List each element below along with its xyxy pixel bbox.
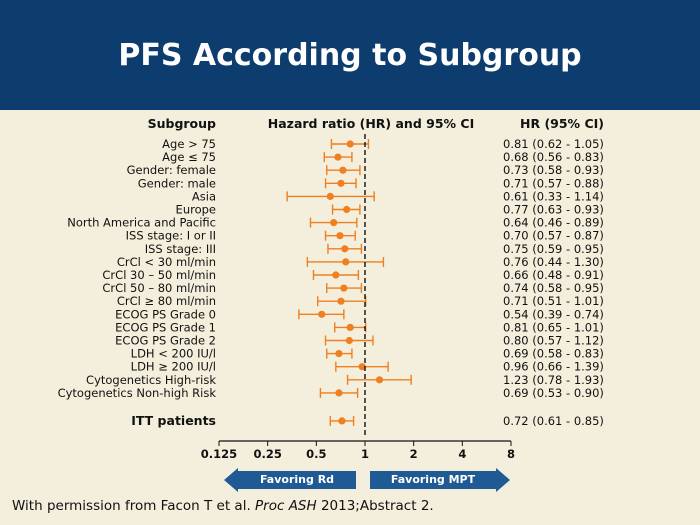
hr-point (343, 205, 351, 214)
footnote-journal: Proc ASH (255, 498, 317, 514)
hr-point (336, 232, 344, 240)
subgroup-label: ECOG PS Grade 1 (115, 320, 216, 334)
hr-ci-text: 0.80 (0.57 - 1.12) (503, 334, 604, 348)
hr-point (338, 417, 346, 425)
subgroup-label: ISS stage: III (145, 242, 216, 256)
hr-ci-text: 0.81 (0.62 - 1.05) (503, 137, 604, 151)
subgroup-label: Cytogenetics High-risk (86, 373, 216, 387)
x-tick-label: 8 (507, 447, 515, 461)
hr-point (335, 350, 343, 358)
subgroup-label: CrCl ≥ 80 ml/min (117, 294, 216, 308)
hr-ci-text: 0.66 (0.48 - 0.91) (503, 268, 604, 282)
favoring-mpt-arrow: Favoring MPT (370, 468, 510, 492)
plot-header: Hazard ratio (HR) and 95% CI (268, 116, 474, 131)
hr-point (346, 323, 354, 331)
hr-point (337, 179, 345, 187)
hr-ci-text: 0.75 (0.59 - 0.95) (503, 242, 604, 256)
hr-ci-text: 0.74 (0.58 - 0.95) (503, 281, 604, 295)
footnote-citation: 2013;Abstract 2. (316, 498, 434, 514)
hr-point (337, 297, 345, 305)
hr-ci-text: 0.76 (0.44 - 1.30) (503, 255, 604, 269)
hr-ci-text: 0.54 (0.39 - 0.74) (503, 307, 604, 321)
hr-ci-text: 0.77 (0.63 - 0.93) (503, 203, 604, 217)
subgroup-label: Europe (176, 203, 216, 217)
left-arrow-icon (224, 468, 356, 492)
subgroup-label: ISS stage: I or II (126, 229, 216, 243)
hr-point (318, 310, 326, 318)
hr-point (335, 389, 343, 397)
hr-ci-text: 0.73 (0.58 - 0.93) (503, 163, 604, 177)
x-tick-label: 0.5 (306, 447, 326, 461)
hr-point (330, 219, 338, 227)
subgroup-label: Age ≤ 75 (162, 150, 216, 164)
title-banner: PFS According to Subgroup (0, 0, 700, 110)
hr-point (358, 363, 366, 371)
subgroup-label: Cytogenetics Non-high Risk (58, 386, 217, 400)
subgroup-label: Gender: male (138, 176, 216, 190)
hr-ci-text: 0.71 (0.51 - 1.01) (503, 294, 604, 308)
favoring-mpt-label: Favoring MPT (390, 473, 476, 486)
subgroup-label: ECOG PS Grade 0 (115, 307, 216, 321)
subgroup-label: CrCl 50 – 80 ml/min (102, 281, 216, 295)
x-tick-label: 0.25 (253, 447, 281, 461)
subgroup-label: CrCl 30 – 50 ml/min (102, 268, 216, 282)
hr-ci-text: 1.23 (0.78 - 1.93) (503, 373, 604, 387)
hr-point (342, 258, 350, 266)
subgroup-label: Asia (192, 189, 216, 203)
hr-ci-text: 0.69 (0.53 - 0.90) (503, 386, 604, 400)
hr-point (341, 245, 349, 253)
hr-point (339, 166, 347, 174)
left-arrow-shape (224, 468, 356, 492)
hr-ci-text: 0.70 (0.57 - 0.87) (503, 229, 604, 243)
subgroup-label: North America and Pacific (67, 216, 216, 230)
hr-ci-text: 0.71 (0.57 - 0.88) (503, 176, 604, 190)
footnote-text: With permission from Facon T et al. (12, 498, 256, 514)
x-tick-label: 4 (458, 447, 466, 461)
overall-label: ITT patients (131, 413, 216, 428)
hr-point (332, 271, 340, 279)
subgroup-label: LDH ≥ 200 IU/l (131, 360, 216, 374)
hr-point (345, 336, 353, 345)
subgroup-label: LDH < 200 IU/l (131, 347, 216, 361)
subgroup-label: CrCl < 30 ml/min (117, 255, 216, 269)
favoring-rd-label: Favoring Rd (259, 473, 335, 486)
hr-ci-text: 0.61 (0.33 - 1.14) (503, 189, 604, 203)
right-arrow-icon (370, 468, 510, 492)
hr-header: HR (95% CI) (520, 116, 604, 131)
hr-ci-text: 0.64 (0.46 - 0.89) (503, 216, 604, 230)
subgroup-label: Gender: female (127, 163, 216, 177)
hr-point (326, 192, 334, 200)
subgroup-label: Age > 75 (162, 137, 216, 151)
x-tick-label: 2 (410, 447, 418, 461)
hr-point (334, 153, 342, 161)
footnote: With permission from Facon T et al. Proc… (12, 498, 434, 514)
x-tick-label: 0.125 (201, 447, 237, 461)
slide-title: PFS According to Subgroup (118, 38, 582, 73)
subgroup-label: ECOG PS Grade 2 (115, 334, 216, 348)
hr-point (375, 376, 384, 384)
hr-ci-text: 0.68 (0.56 - 0.83) (503, 150, 604, 164)
subgroup-header: Subgroup (148, 116, 216, 131)
hr-ci-text: 0.69 (0.58 - 0.83) (503, 347, 604, 361)
right-arrow-shape (370, 468, 510, 492)
overall-hr-text: 0.72 (0.61 - 0.85) (503, 414, 604, 428)
x-tick-label: 1 (361, 447, 369, 461)
hr-point (346, 140, 354, 148)
hr-ci-text: 0.81 (0.65 - 1.01) (503, 320, 604, 334)
hr-ci-text: 0.96 (0.66 - 1.39) (503, 360, 604, 374)
hr-point (340, 284, 348, 292)
favoring-rd-arrow: Favoring Rd (224, 468, 356, 492)
